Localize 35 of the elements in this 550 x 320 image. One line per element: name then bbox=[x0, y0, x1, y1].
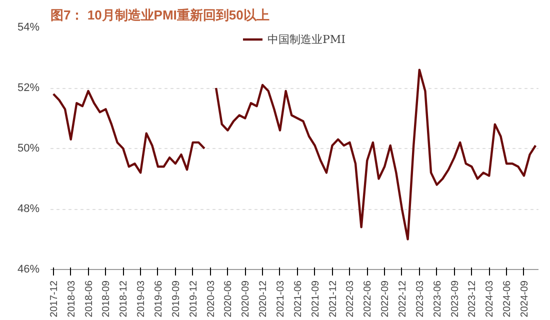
x-tick-label: 2022-06 bbox=[362, 280, 374, 318]
x-tick-label: 2024-03 bbox=[484, 280, 496, 318]
x-tick-label: 2022-03 bbox=[345, 280, 356, 318]
chart-title: 图7： 10月制造业PMI重新回到50以上 bbox=[50, 8, 270, 22]
y-tick-label: 48% bbox=[17, 203, 40, 215]
y-tick-label: 52% bbox=[17, 82, 40, 94]
x-tick-label: 2023-06 bbox=[432, 280, 444, 318]
x-tick-label: 2024-06 bbox=[502, 280, 514, 318]
x-tick-label: 2023-09 bbox=[450, 280, 461, 318]
x-tick-label: 2021-12 bbox=[328, 280, 339, 318]
legend-label: 中国制造业PMI bbox=[267, 32, 346, 46]
x-tick-label: 2018-06 bbox=[84, 280, 95, 318]
x-tick-label: 2018-03 bbox=[66, 280, 78, 318]
x-tick-label: 2019-06 bbox=[153, 280, 164, 318]
x-tick-label: 2023-03 bbox=[414, 280, 426, 318]
x-tick-label: 2022-12 bbox=[397, 280, 408, 318]
x-tick-label: 2020-03 bbox=[206, 280, 217, 318]
x-tick-label: 2020-06 bbox=[223, 280, 234, 318]
x-tick-label: 2017-12 bbox=[48, 280, 60, 318]
y-tick-label: 46% bbox=[17, 264, 40, 276]
x-tick-label: 2019-12 bbox=[188, 280, 200, 318]
x-tick-label: 2021-06 bbox=[292, 280, 304, 318]
y-tick-label: 54% bbox=[17, 22, 40, 34]
y-tick-label: 50% bbox=[17, 142, 40, 154]
x-tick-label: 2021-03 bbox=[275, 280, 286, 318]
x-tick-label: 2021-09 bbox=[310, 280, 322, 318]
x-tick-label: 2019-03 bbox=[136, 280, 148, 318]
x-tick-label: 2020-09 bbox=[240, 280, 252, 318]
x-tick-label: 2022-09 bbox=[380, 280, 392, 318]
x-tick-label: 2018-12 bbox=[118, 280, 130, 318]
x-tick-label: 2018-09 bbox=[101, 280, 112, 318]
x-tick-label: 2023-12 bbox=[467, 280, 478, 318]
x-tick-label: 2019-09 bbox=[170, 280, 182, 318]
x-tick-label: 2024-09 bbox=[519, 280, 530, 318]
x-tick-label: 2020-12 bbox=[258, 280, 270, 318]
